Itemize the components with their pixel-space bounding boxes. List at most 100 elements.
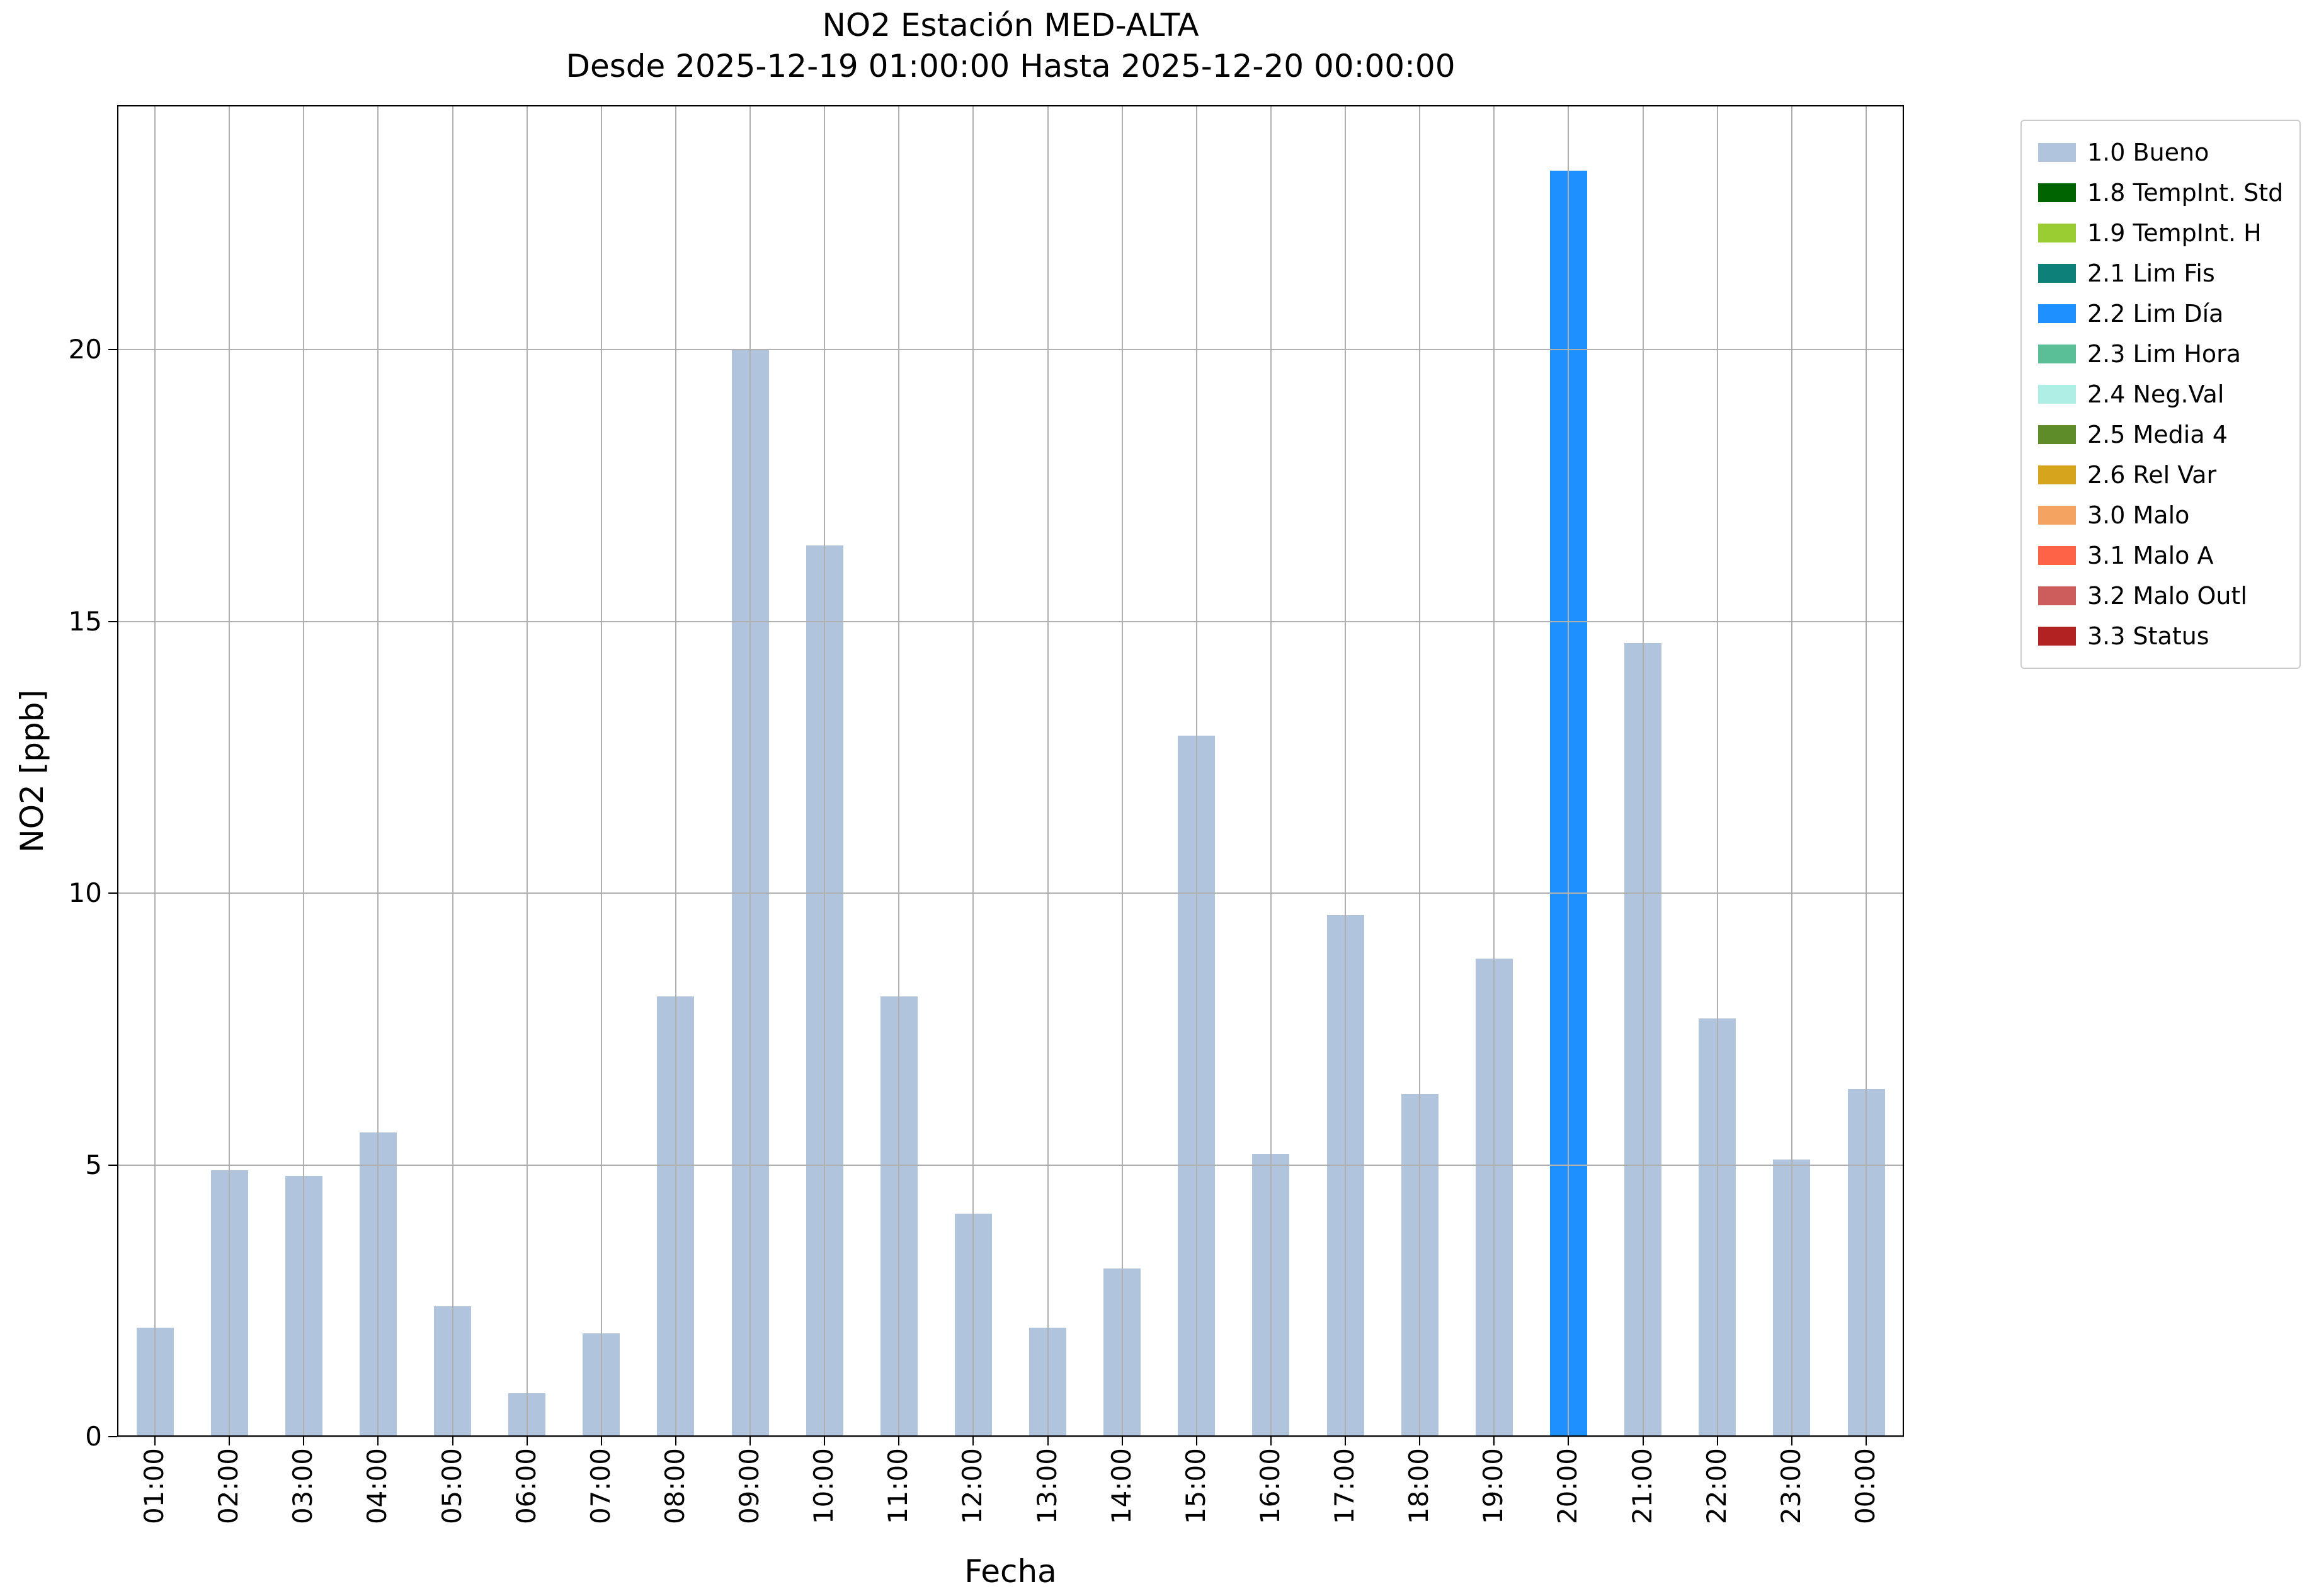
legend-item-1.8-TempInt.-Std: 1.8 TempInt. Std — [2038, 173, 2283, 213]
title-block: NO2 Estación MED-ALTA Desde 2025-12-19 0… — [117, 5, 1904, 87]
y-tick-mark-5 — [108, 1164, 117, 1166]
y-tick-mark-15 — [108, 620, 117, 622]
x-tick-label-07:00: 07:00 — [584, 1448, 616, 1525]
legend-label: 2.4 Neg.Val — [2087, 380, 2225, 408]
x-tick-mark-20:00 — [1568, 1437, 1570, 1445]
y-tick-mark-0 — [108, 1436, 117, 1437]
x-tick-label-20:00: 20:00 — [1552, 1448, 1583, 1525]
legend-swatch-icon — [2038, 506, 2076, 525]
x-tick-mark-09:00 — [749, 1437, 751, 1445]
gridline-v-16:00 — [1270, 105, 1272, 1437]
x-tick-mark-16:00 — [1270, 1437, 1272, 1445]
legend-swatch-icon — [2038, 224, 2076, 242]
legend-label: 3.3 Status — [2087, 622, 2209, 650]
legend-swatch-icon — [2038, 345, 2076, 363]
gridline-v-06:00 — [526, 105, 528, 1437]
gridline-v-13:00 — [1047, 105, 1049, 1437]
x-tick-mark-12:00 — [972, 1437, 974, 1445]
y-tick-label-0: 0 — [85, 1421, 102, 1452]
gridline-v-03:00 — [303, 105, 305, 1437]
gridline-v-09:00 — [749, 105, 751, 1437]
x-tick-mark-02:00 — [229, 1437, 231, 1445]
legend-swatch-icon — [2038, 143, 2076, 162]
y-tick-label-5: 5 — [85, 1149, 102, 1180]
gridline-v-10:00 — [824, 105, 826, 1437]
x-tick-label-01:00: 01:00 — [139, 1448, 169, 1525]
y-tick-label-20: 20 — [68, 334, 102, 365]
x-tick-mark-14:00 — [1121, 1437, 1123, 1445]
gridline-v-04:00 — [377, 105, 379, 1437]
legend-item-2.5-Media-4: 2.5 Media 4 — [2038, 414, 2283, 455]
legend-item-1.9-TempInt.-H: 1.9 TempInt. H — [2038, 213, 2283, 253]
legend-swatch-icon — [2038, 546, 2076, 565]
legend-item-3.0-Malo: 3.0 Malo — [2038, 495, 2283, 535]
gridline-v-12:00 — [972, 105, 974, 1437]
x-tick-mark-01:00 — [154, 1437, 156, 1445]
y-tick-label-10: 10 — [68, 877, 102, 909]
x-tick-label-08:00: 08:00 — [659, 1448, 690, 1525]
x-tick-mark-13:00 — [1047, 1437, 1049, 1445]
x-tick-mark-17:00 — [1345, 1437, 1347, 1445]
x-tick-mark-21:00 — [1642, 1437, 1644, 1445]
x-tick-mark-06:00 — [526, 1437, 528, 1445]
legend-swatch-icon — [2038, 264, 2076, 283]
x-tick-label-17:00: 17:00 — [1329, 1448, 1360, 1525]
x-tick-label-21:00: 21:00 — [1626, 1448, 1658, 1525]
legend-label: 3.1 Malo A — [2087, 542, 2214, 569]
x-tick-label-22:00: 22:00 — [1701, 1448, 1732, 1525]
gridline-v-02:00 — [229, 105, 231, 1437]
gridline-v-22:00 — [1716, 105, 1718, 1437]
chart-title: NO2 Estación MED-ALTA — [822, 7, 1199, 43]
x-tick-mark-03:00 — [303, 1437, 305, 1445]
x-tick-label-14:00: 14:00 — [1105, 1448, 1137, 1525]
gridline-v-07:00 — [600, 105, 602, 1437]
legend-swatch-icon — [2038, 465, 2076, 484]
x-tick-label-12:00: 12:00 — [957, 1448, 988, 1525]
x-tick-label-19:00: 19:00 — [1478, 1448, 1509, 1525]
legend-item-2.4-Neg.Val: 2.4 Neg.Val — [2038, 374, 2283, 414]
legend-swatch-icon — [2038, 425, 2076, 444]
legend-item-2.2-Lim-D-a: 2.2 Lim Día — [2038, 294, 2283, 334]
x-tick-label-10:00: 10:00 — [808, 1448, 840, 1525]
x-tick-mark-23:00 — [1791, 1437, 1792, 1445]
x-tick-mark-07:00 — [600, 1437, 602, 1445]
plot-area: 0 5 10 15 20 01:00 02:00 03:00 04:00 05:00 06:00 07… — [69, 105, 1904, 1524]
x-tick-mark-04:00 — [377, 1437, 379, 1445]
x-tick-label-04:00: 04:00 — [362, 1448, 393, 1525]
gridline-v-17:00 — [1345, 105, 1347, 1437]
x-tick-label-13:00: 13:00 — [1031, 1448, 1063, 1525]
legend-label: 2.2 Lim Día — [2087, 300, 2224, 328]
gridline-h-5 — [117, 1164, 1904, 1166]
legend-label: 3.2 Malo Outl — [2087, 582, 2247, 610]
gridline-v-23:00 — [1791, 105, 1792, 1437]
legend-swatch-icon — [2038, 385, 2076, 404]
legend-swatch-icon — [2038, 586, 2076, 605]
legend-item-2.6-Rel-Var: 2.6 Rel Var — [2038, 455, 2283, 495]
x-tick-label-15:00: 15:00 — [1180, 1448, 1211, 1525]
x-tick-label-18:00: 18:00 — [1403, 1448, 1435, 1525]
x-axis-label: Fecha — [964, 1553, 1057, 1590]
x-tick-label-05:00: 05:00 — [436, 1448, 467, 1525]
y-tick-mark-20 — [108, 349, 117, 351]
y-axis-label-wrap: NO2 [ppb] — [10, 105, 54, 1437]
gridline-v-21:00 — [1642, 105, 1644, 1437]
x-tick-label-06:00: 06:00 — [510, 1448, 542, 1525]
y-tick-label-15: 15 — [68, 605, 102, 637]
x-tick-mark-15:00 — [1195, 1437, 1197, 1445]
gridline-v-11:00 — [898, 105, 900, 1437]
x-tick-mark-18:00 — [1419, 1437, 1421, 1445]
legend-label: 2.1 Lim Fis — [2087, 259, 2215, 287]
legend-swatch-icon — [2038, 627, 2076, 646]
gridline-v-01:00 — [154, 105, 156, 1437]
gridline-v-05:00 — [452, 105, 453, 1437]
gridline-v-14:00 — [1121, 105, 1123, 1437]
x-tick-label-16:00: 16:00 — [1254, 1448, 1285, 1525]
legend-label: 1.0 Bueno — [2087, 139, 2209, 166]
gridline-v-00:00 — [1866, 105, 1867, 1437]
legend-item-1.0-Bueno: 1.0 Bueno — [2038, 132, 2283, 173]
legend-swatch-icon — [2038, 183, 2076, 202]
gridline-v-19:00 — [1493, 105, 1495, 1437]
legend-item-3.2-Malo-Outl: 3.2 Malo Outl — [2038, 576, 2283, 616]
x-tick-mark-19:00 — [1493, 1437, 1495, 1445]
